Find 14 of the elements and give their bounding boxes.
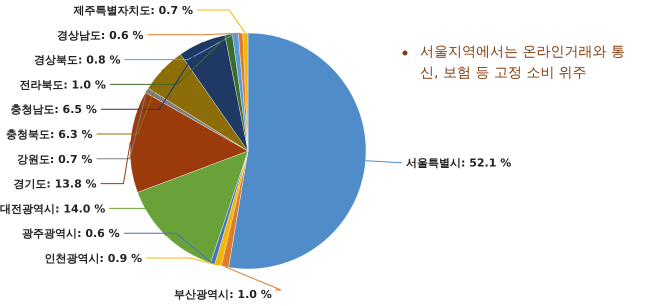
slice-label: 제주특별자치도: 0.7 %	[72, 4, 193, 17]
slice-label: 광주광역시: 0.6 %	[22, 227, 120, 240]
slice-label: 충청남도: 6.5 %	[10, 103, 97, 116]
slice-label: 경기도: 13.8 %	[13, 178, 97, 191]
slice-label: 전라북도: 1.0 %	[19, 78, 106, 92]
slice-label: 경상북도: 0.8 %	[34, 54, 121, 67]
text: 서울지역에서는 온라인거래와 통신, 보험 등 고정 소비 위주	[420, 44, 625, 81]
slice-label: 인천광역시: 0.9 %	[44, 252, 142, 265]
slice-label: 부산광역시: 1.0 %	[174, 288, 272, 301]
slice-label: 충청북도: 6.3 %	[6, 128, 93, 141]
slice-label: 서울특별시: 52.1 %	[406, 156, 512, 170]
slice-label: 강원도: 0.7 %	[16, 152, 92, 166]
slice-label: 대전광역시: 14.0 %	[0, 202, 106, 216]
slice-label: 경상남도: 0.6 %	[56, 28, 144, 42]
